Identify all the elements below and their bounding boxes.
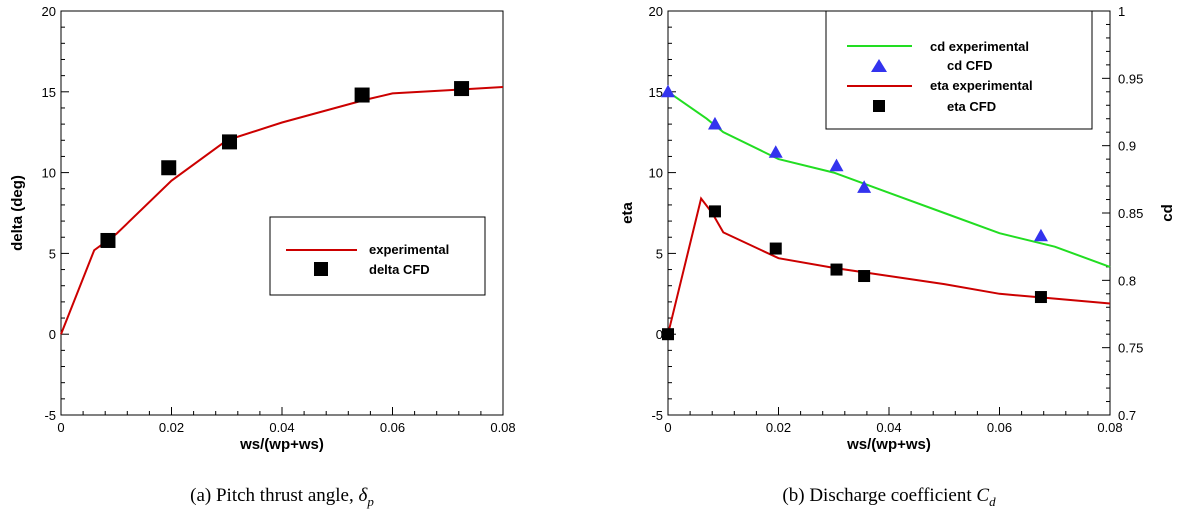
y-tick-label: -5 bbox=[651, 408, 663, 423]
legend-label-eta-experimental: eta experimental bbox=[930, 78, 1033, 93]
y2-tick-label: 0.75 bbox=[1118, 341, 1143, 356]
y-axis-ticks: -5 0 5 10 15 20 bbox=[649, 4, 676, 423]
x-axis-ticks: 0 0.02 0.04 0.06 0.08 bbox=[664, 407, 1123, 435]
caption-symbol: δ bbox=[358, 485, 368, 506]
legend-label-eta-cfd: eta CFD bbox=[947, 99, 996, 114]
data-point-eta-cfd bbox=[858, 270, 871, 283]
x-tick-label: 0.04 bbox=[876, 420, 901, 435]
y2-tick-label: 0.8 bbox=[1118, 273, 1136, 288]
data-point-cd-cfd bbox=[661, 84, 675, 98]
data-point-eta-cfd bbox=[708, 205, 721, 218]
caption-text: (b) Discharge coefficient bbox=[782, 485, 976, 506]
legend-box bbox=[269, 216, 486, 296]
y-tick-label: 15 bbox=[42, 85, 56, 100]
legend-marker-eta-cfd bbox=[873, 100, 885, 112]
series-line-experimental bbox=[60, 86, 504, 335]
y-axis-label: eta bbox=[619, 202, 636, 224]
y-axis-label: delta (deg) bbox=[9, 175, 26, 251]
x-tick-label: 0.08 bbox=[1097, 420, 1122, 435]
x-tick-label: 0.02 bbox=[766, 420, 791, 435]
legend-label-cd-cfd: cd CFD bbox=[947, 58, 993, 73]
y-tick-label: 5 bbox=[656, 246, 663, 261]
data-point-delta-cfd bbox=[222, 134, 238, 150]
data-point-cd-cfd bbox=[857, 180, 872, 193]
y2-axis-label: cd bbox=[1159, 204, 1176, 222]
legend-label-cd-experimental: cd experimental bbox=[930, 39, 1029, 54]
data-point-cd-cfd bbox=[707, 116, 722, 130]
y-tick-label: 0 bbox=[656, 327, 663, 342]
data-point-delta-cfd bbox=[454, 81, 470, 97]
data-point-delta-cfd bbox=[161, 160, 177, 176]
caption: (a) Pitch thrust angle, δp bbox=[190, 485, 374, 509]
caption-subscript: d bbox=[989, 494, 996, 509]
caption-symbol: C bbox=[976, 485, 989, 506]
x-tick-label: 0.08 bbox=[490, 420, 515, 435]
caption: (b) Discharge coefficient Cd bbox=[782, 485, 996, 509]
y-tick-label: 15 bbox=[649, 85, 663, 100]
legend: experimental delta CFD bbox=[269, 216, 486, 296]
x-tick-label: 0.02 bbox=[159, 420, 184, 435]
x-axis-ticks: 0 0.02 0.04 0.06 0.08 bbox=[57, 407, 516, 435]
plot-frame bbox=[60, 10, 504, 416]
data-point-eta-cfd bbox=[1034, 291, 1047, 304]
data-point-eta-cfd bbox=[662, 328, 674, 341]
data-point-cd-cfd bbox=[829, 158, 844, 172]
caption-subscript: p bbox=[366, 494, 374, 509]
data-point-delta-cfd bbox=[100, 232, 116, 248]
x-axis-label: ws/(wp+ws) bbox=[846, 436, 931, 453]
y2-tick-label: 1 bbox=[1118, 4, 1125, 19]
y-tick-label: 10 bbox=[42, 166, 56, 181]
y2-tick-label: 0.9 bbox=[1118, 139, 1136, 154]
legend-label-experimental: experimental bbox=[369, 242, 449, 257]
y-tick-label: 10 bbox=[649, 166, 663, 181]
y-tick-label: -5 bbox=[44, 408, 56, 423]
y-tick-label: 0 bbox=[49, 327, 56, 342]
caption-text: (a) Pitch thrust angle, bbox=[190, 485, 358, 506]
legend: cd experimental cd CFD eta experimental … bbox=[825, 10, 1093, 130]
legend-label-delta-cfd: delta CFD bbox=[369, 262, 430, 277]
data-point-delta-cfd bbox=[354, 87, 370, 103]
data-point-cd-cfd bbox=[1033, 228, 1048, 242]
y2-axis-ticks: 0.7 0.75 0.8 0.85 0.9 0.95 1 bbox=[1102, 4, 1143, 423]
data-point-cd-cfd bbox=[768, 145, 783, 158]
data-point-eta-cfd bbox=[769, 242, 782, 255]
x-tick-label: 0 bbox=[664, 420, 671, 435]
y2-tick-label: 0.7 bbox=[1118, 408, 1136, 423]
y-tick-label: 5 bbox=[49, 246, 56, 261]
data-point-eta-cfd bbox=[830, 263, 843, 276]
y2-tick-label: 0.85 bbox=[1118, 206, 1143, 221]
legend-marker-delta-cfd bbox=[314, 262, 328, 276]
series-line-eta-experimental bbox=[667, 196, 1111, 335]
y2-tick-label: 0.95 bbox=[1118, 71, 1143, 86]
y-axis-ticks: -5 0 5 10 15 20 bbox=[42, 4, 69, 423]
x-tick-label: 0 bbox=[57, 420, 64, 435]
y-tick-label: 20 bbox=[42, 4, 56, 19]
legend-marker-cd-cfd bbox=[871, 59, 887, 72]
x-tick-label: 0.06 bbox=[987, 420, 1012, 435]
legend-box bbox=[825, 10, 1093, 130]
series-layer bbox=[661, 84, 1111, 341]
x-tick-label: 0.06 bbox=[380, 420, 405, 435]
series-layer bbox=[60, 81, 504, 335]
x-tick-label: 0.04 bbox=[269, 420, 294, 435]
x-axis-label: ws/(wp+ws) bbox=[239, 436, 324, 453]
y-tick-label: 20 bbox=[649, 4, 663, 19]
